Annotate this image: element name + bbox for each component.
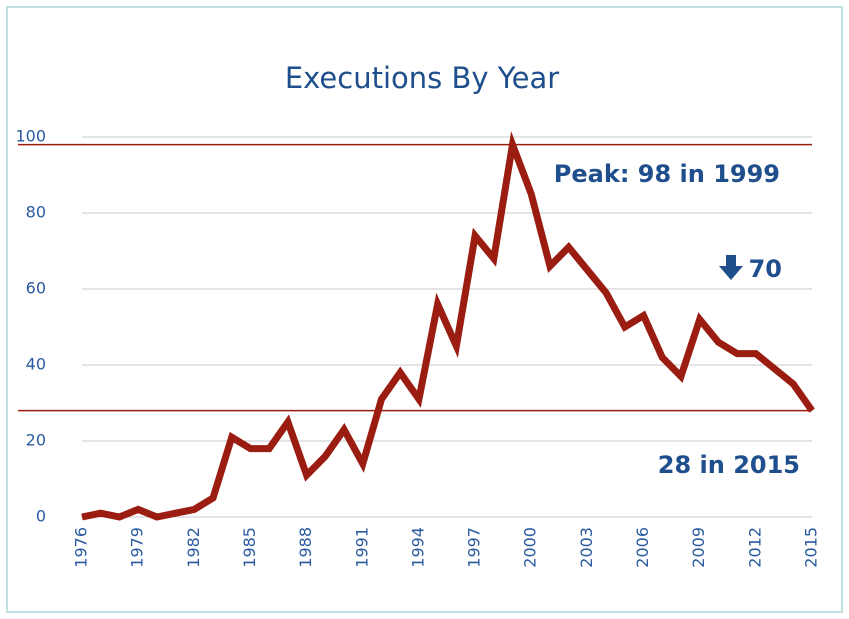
x-tick-label: 1979 bbox=[128, 527, 147, 568]
y-tick-label: 60 bbox=[26, 279, 46, 298]
down-arrow-icon bbox=[719, 255, 743, 280]
x-tick-label: 2000 bbox=[521, 527, 540, 568]
x-tick-label: 1985 bbox=[240, 527, 259, 568]
x-tick-label: 1994 bbox=[408, 527, 427, 568]
x-tick-label: 1982 bbox=[184, 527, 203, 568]
y-tick-label: 0 bbox=[36, 507, 46, 526]
y-tick-label: 40 bbox=[26, 355, 46, 374]
x-tick-label: 2003 bbox=[577, 527, 596, 568]
annotation: 70 bbox=[749, 255, 782, 283]
x-tick-label: 2012 bbox=[745, 527, 764, 568]
x-tick-label: 2006 bbox=[633, 527, 652, 568]
x-tick-label: 1997 bbox=[465, 527, 484, 568]
y-tick-label: 80 bbox=[26, 203, 46, 222]
annotation: Peak: 98 in 1999 bbox=[554, 160, 780, 188]
x-tick-label: 2015 bbox=[802, 527, 821, 568]
chart-title: Executions By Year bbox=[285, 61, 559, 95]
y-tick-label: 20 bbox=[26, 431, 46, 450]
x-tick-label: 1976 bbox=[72, 527, 91, 568]
annotation: 28 in 2015 bbox=[658, 451, 800, 479]
x-tick-label: 2009 bbox=[689, 527, 708, 568]
series-line bbox=[81, 131, 815, 521]
frame bbox=[6, 6, 843, 613]
x-tick-label: 1988 bbox=[296, 527, 315, 568]
y-tick-label: 100 bbox=[15, 127, 46, 146]
x-tick-label: 1991 bbox=[352, 527, 371, 568]
